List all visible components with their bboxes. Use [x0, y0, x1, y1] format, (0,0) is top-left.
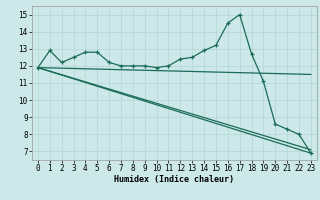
X-axis label: Humidex (Indice chaleur): Humidex (Indice chaleur) [115, 175, 234, 184]
